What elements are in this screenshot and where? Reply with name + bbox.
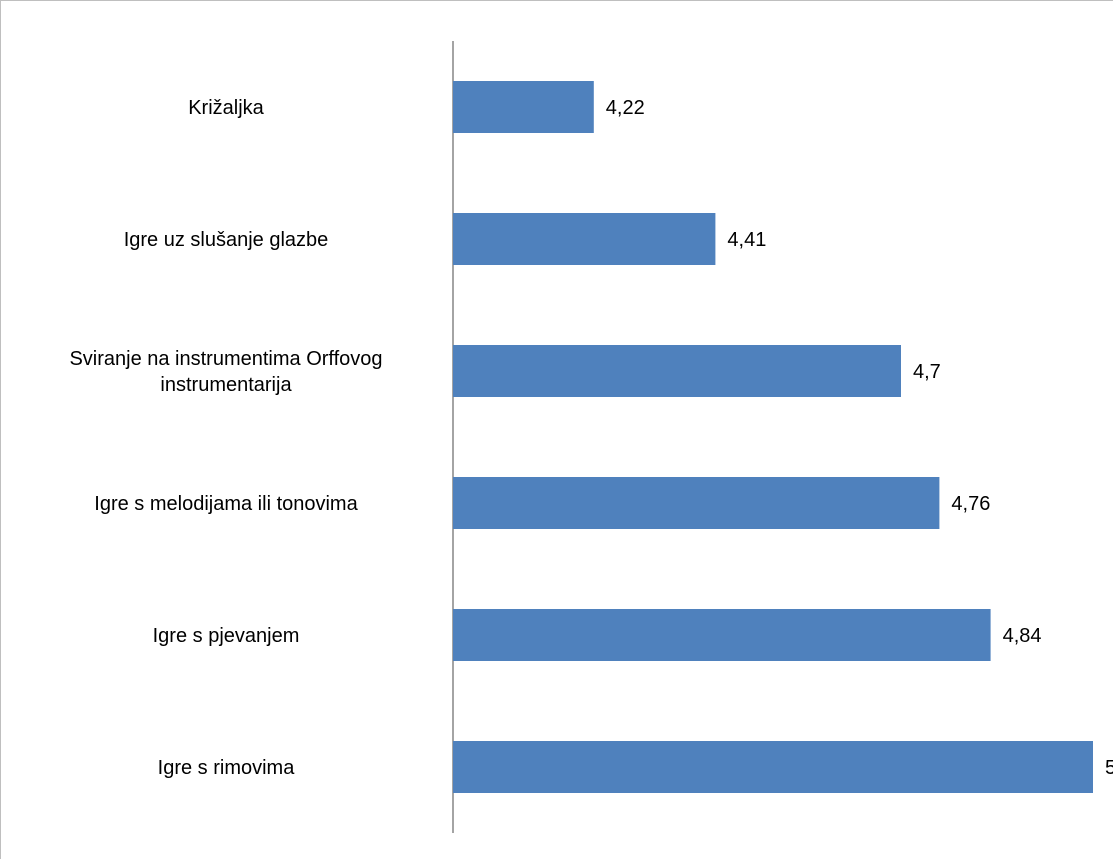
bar-3	[453, 477, 940, 529]
category-label-5: Igre s rimovima	[158, 757, 296, 779]
bar-0	[453, 81, 594, 133]
category-label-2: Sviranje na instrumentima Orffovog instru…	[69, 348, 382, 396]
category-label-line: Igre uz slušanje glazbe	[124, 229, 329, 251]
category-label-3: Igre s melodijama ili tonovima	[94, 493, 358, 515]
category-label-0: Križaljka	[188, 97, 264, 119]
value-label-2: 4,7	[913, 361, 941, 383]
value-label-4: 4,84	[1003, 625, 1042, 647]
labels-layer: 4,22 Križaljka 4,41 Igre uz slušanje glazbe…	[69, 97, 1113, 779]
category-label-line: Sviranje na instrumentima Orffovog	[69, 348, 382, 370]
bar-5	[453, 741, 1093, 793]
bar-4	[453, 609, 991, 661]
category-label-4: Igre s pjevanjem	[153, 625, 300, 647]
bar-2	[453, 345, 901, 397]
category-label-line: Igre s pjevanjem	[153, 625, 300, 647]
category-label-line: instrumentarija	[160, 374, 292, 396]
bar-1	[453, 213, 716, 265]
category-label-line: Igre s melodijama ili tonovima	[94, 493, 358, 515]
value-label-0: 4,22	[606, 97, 645, 119]
category-label-line: Igre s rimovima	[158, 757, 296, 779]
value-label-5: 5	[1105, 757, 1113, 779]
bars-layer	[453, 81, 1093, 793]
value-label-3: 4,76	[951, 493, 990, 515]
value-label-1: 4,41	[727, 229, 766, 251]
category-label-line: Križaljka	[188, 97, 264, 119]
category-label-1: Igre uz slušanje glazbe	[124, 229, 329, 251]
